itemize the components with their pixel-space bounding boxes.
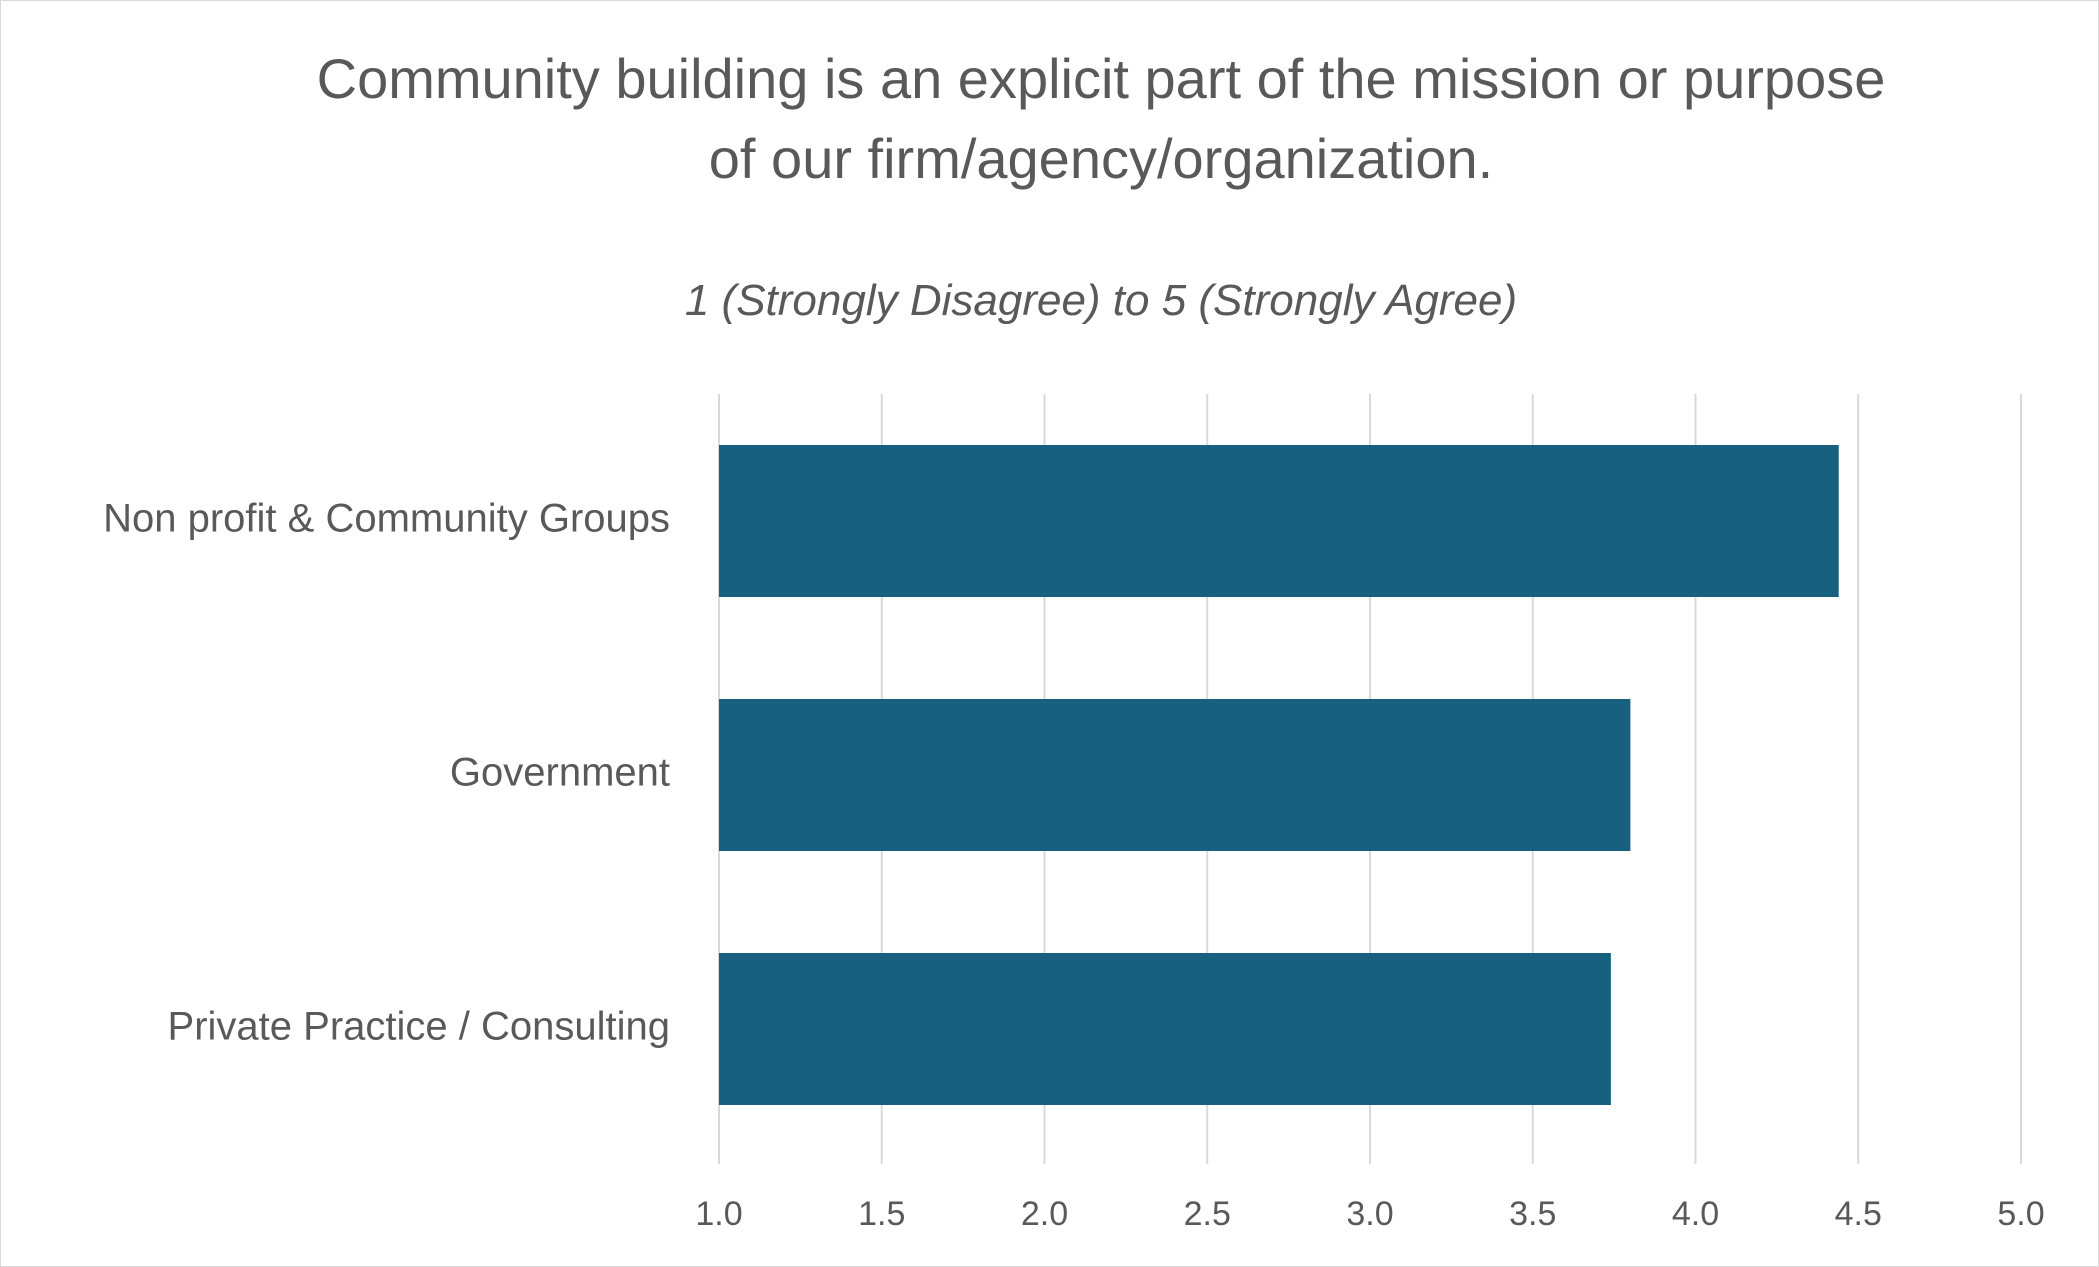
- x-tick-label: 3.0: [1346, 1195, 1393, 1233]
- x-tick-label: 2.5: [1184, 1195, 1231, 1233]
- bar-non-profit-community-groups: [719, 445, 1839, 597]
- x-tick-label: 4.0: [1672, 1195, 1719, 1233]
- x-tick-label: 4.5: [1835, 1195, 1882, 1233]
- category-label: Government: [450, 751, 670, 795]
- bar-private-practice-consulting: [719, 953, 1611, 1105]
- category-label: Non profit & Community Groups: [103, 497, 670, 541]
- bar-government: [719, 699, 1631, 851]
- chart-subtitle: 1 (Strongly Disagree) to 5 (Strongly Agr…: [684, 276, 1518, 325]
- x-tick-label: 5.0: [1997, 1195, 2044, 1233]
- chart-title: Community building is an explicit part o…: [241, 39, 1961, 199]
- x-tick-label: 1.0: [695, 1195, 742, 1233]
- chart-title-line-2: of our firm/agency/organization.: [708, 127, 1494, 190]
- x-tick-label: 3.5: [1509, 1195, 1556, 1233]
- chart-title-line-1: Community building is an explicit part o…: [316, 47, 1886, 110]
- x-tick-label: 2.0: [1021, 1195, 1068, 1233]
- x-tick-label: 1.5: [858, 1195, 905, 1233]
- category-label: Private Practice / Consulting: [168, 1005, 670, 1049]
